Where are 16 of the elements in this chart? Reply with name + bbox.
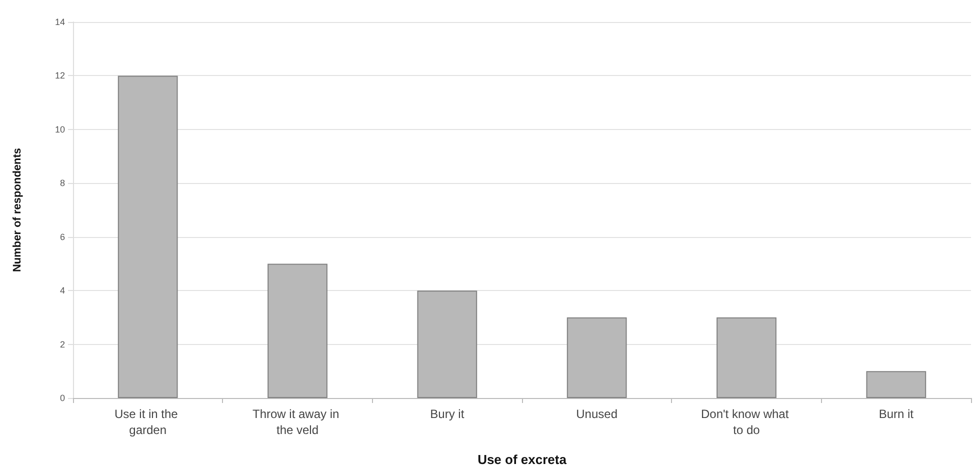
y-tick-label: 4 — [60, 286, 65, 296]
x-tick-label: Throw it away in the veld — [252, 407, 343, 437]
y-tick-label: 2 — [60, 339, 65, 350]
x-tick-label: Unused — [576, 407, 618, 421]
y-tick-label: 6 — [60, 232, 65, 242]
x-axis-title: Use of excreta — [478, 452, 568, 467]
x-tick-label: Use it in the garden — [114, 407, 182, 437]
x-tick-label: Don't know what to do — [700, 407, 792, 437]
x-tick-label: Burn it — [878, 407, 914, 421]
y-tick-label: 8 — [60, 178, 65, 188]
y-tick-label: 10 — [54, 124, 65, 134]
y-tick-label: 0 — [60, 393, 65, 403]
y-tick-label: 14 — [54, 17, 65, 27]
x-tick-label: Bury it — [430, 407, 465, 421]
y-axis-title: Number of respondents — [12, 148, 24, 272]
y-tick-label: 12 — [54, 70, 65, 81]
